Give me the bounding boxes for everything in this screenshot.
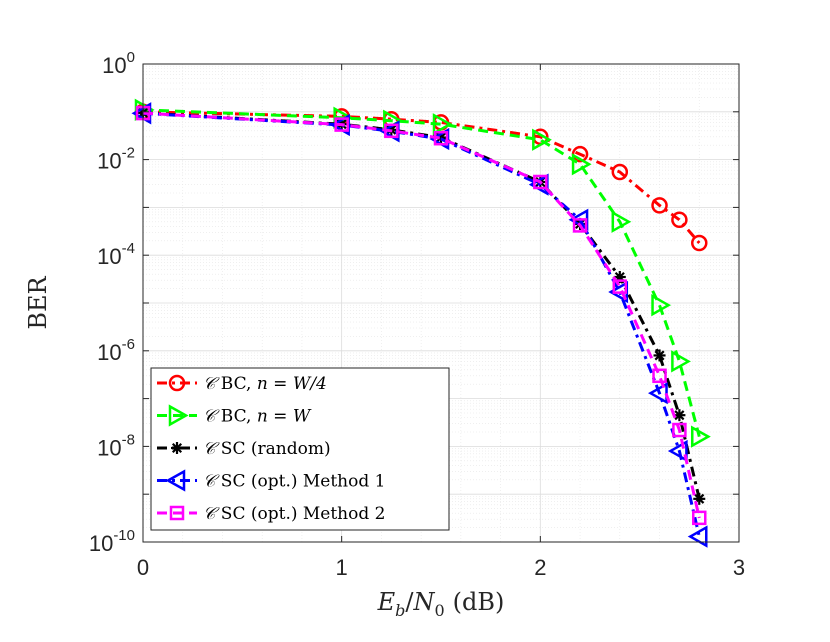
- data-point: [651, 197, 668, 214]
- y-tick-labels: 100 10-2 10-4 10-6 10-8 10-10: [89, 49, 135, 556]
- tick-marks: [142, 63, 740, 543]
- legend-item: 𝒞 SC (opt.) Method 1: [157, 469, 385, 492]
- legend-marker: [165, 469, 186, 492]
- data-point: [651, 294, 672, 317]
- data-point: [652, 368, 667, 384]
- legend-item: 𝒞 BC, n = W: [157, 404, 312, 427]
- series-line: [142, 110, 701, 244]
- series-line: [142, 108, 701, 437]
- legend-item: 𝒞 SC (random): [157, 439, 331, 459]
- asterisk-stroke: [674, 410, 685, 421]
- legend-label: 𝒞 BC, n = W/4: [203, 374, 327, 394]
- legend-box: [150, 367, 450, 531]
- data-point: [671, 350, 691, 373]
- legend: 𝒞 BC, n = W/4 𝒞 BC, n = W 𝒞 SC (random) 𝒞 S…: [150, 367, 450, 531]
- legend-label: 𝒞 SC (random): [203, 439, 331, 459]
- data-point: [572, 218, 588, 233]
- data-point: [384, 123, 399, 139]
- data-point: [433, 130, 449, 146]
- y-tick-label: 10-8: [97, 431, 135, 460]
- data-point: [692, 510, 707, 526]
- x-tick-label: 3: [733, 555, 745, 580]
- data-point: [671, 211, 688, 229]
- asterisk-stroke: [171, 442, 183, 454]
- data-point: [612, 279, 628, 294]
- data-point: [432, 113, 453, 136]
- x-tick-label: 1: [336, 555, 348, 580]
- legend-item: 𝒞 SC (opt.) Method 2: [157, 504, 385, 524]
- data-point: [611, 210, 632, 233]
- x-axis-label: Eb/N0 (dB): [377, 588, 505, 620]
- data-point: [672, 422, 687, 438]
- y-axis-label: BER: [24, 275, 52, 329]
- data-point: [334, 117, 349, 132]
- x-tick-labels: 0 1 2 3: [137, 555, 745, 580]
- data-point: [691, 234, 708, 252]
- y-tick-label: 10-10: [89, 527, 135, 556]
- y-tick-label: 100: [102, 49, 135, 78]
- legend-label: 𝒞 SC (opt.) Method 1: [203, 472, 385, 492]
- data-point: [532, 128, 552, 151]
- series-line: [142, 111, 701, 519]
- data-point: [611, 163, 629, 181]
- data-point: [691, 425, 711, 448]
- legend-label: 𝒞 SC (opt.) Method 2: [203, 504, 385, 524]
- data-point: [647, 382, 668, 405]
- y-tick-label: 10-2: [97, 145, 135, 174]
- asterisk-stroke: [654, 350, 665, 361]
- legend-label: 𝒞 BC, n = W: [203, 407, 312, 427]
- legend-marker: [171, 442, 183, 454]
- legend-marker: [169, 505, 185, 521]
- x-tick-label: 0: [137, 555, 149, 580]
- y-tick-label: 10-4: [97, 240, 135, 269]
- legend-marker: [168, 374, 186, 392]
- data-point: [687, 525, 708, 548]
- data-point: [653, 349, 666, 362]
- y-tick-label: 10-6: [97, 336, 135, 365]
- x-tick-label: 2: [534, 555, 546, 580]
- data-point: [571, 153, 592, 176]
- data-point: [667, 439, 688, 463]
- legend-item: 𝒞 BC, n = W/4: [157, 374, 327, 394]
- data-point: [533, 174, 548, 190]
- legend-marker: [168, 404, 189, 427]
